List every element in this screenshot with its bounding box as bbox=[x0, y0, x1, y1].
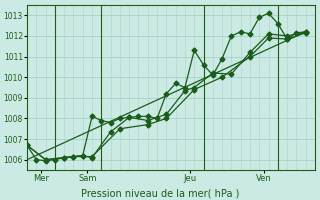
Text: Pression niveau de la mer( hPa ): Pression niveau de la mer( hPa ) bbox=[81, 188, 239, 198]
